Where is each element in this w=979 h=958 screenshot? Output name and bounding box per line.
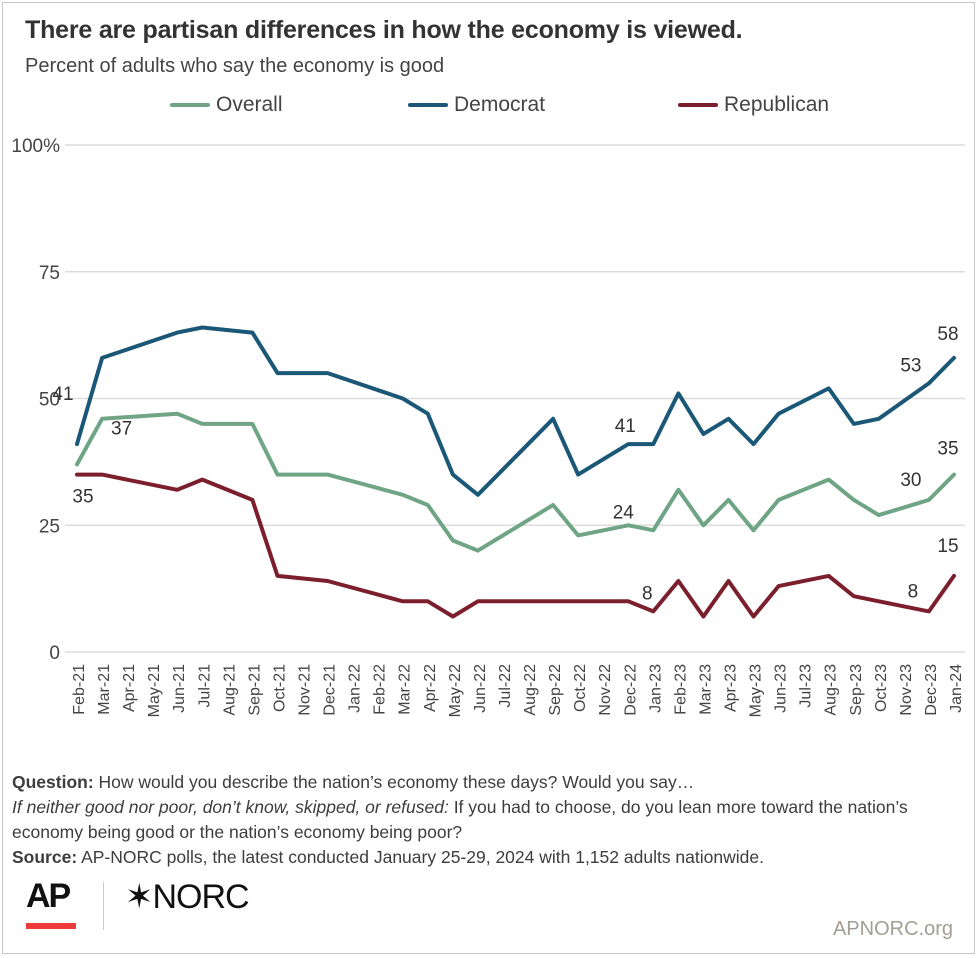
ap-logo-bar — [26, 923, 76, 929]
x-tick-label: Apr-21 — [121, 664, 138, 712]
norc-logo-text: NORC — [152, 878, 250, 916]
y-tick-label: 0 — [49, 643, 60, 664]
y-tick-label: 25 — [39, 516, 60, 537]
x-tick-label: Jun-21 — [171, 664, 188, 713]
x-tick-label: Aug-22 — [522, 664, 539, 716]
x-tick-label: Oct-23 — [873, 664, 890, 712]
legend-swatch-overall — [170, 103, 210, 107]
data-label-republican: 8 — [908, 581, 919, 602]
data-label-republican: 15 — [937, 536, 958, 557]
x-tick-label: Nov-21 — [297, 664, 314, 716]
data-label-republican: 8 — [642, 583, 653, 604]
x-tick-label: Jul-22 — [497, 664, 514, 708]
source-label: Source: — [12, 847, 78, 867]
x-tick-label: Oct-22 — [572, 664, 589, 712]
series-line-democrat — [75, 325, 956, 497]
followup-note: If neither good nor poor, don’t know, sk… — [12, 795, 962, 845]
norc-logo: ✶NORC — [125, 877, 250, 917]
y-tick-label: 100% — [11, 136, 60, 157]
line-chart: 0 25 50 75 100% Feb-21 Mar-21 Apr-21 May-21 Jun-2… — [11, 136, 965, 717]
x-tick-label: May-21 — [146, 664, 163, 717]
data-label-democrat: 41 — [52, 384, 73, 405]
x-tick-label: Jan-24 — [948, 664, 965, 713]
legend-item-overall: Overall — [170, 93, 283, 117]
x-tick-label: Mar-23 — [697, 664, 714, 715]
chart-notes: Question: How would you describe the nat… — [12, 770, 962, 870]
x-tick-label: Mar-21 — [96, 664, 113, 715]
x-tick-label: Dec-23 — [923, 664, 940, 716]
legend-label-republican: Republican — [724, 93, 830, 116]
x-tick-label: Sep-22 — [547, 664, 564, 716]
x-tick-label: Oct-21 — [271, 664, 288, 712]
x-tick-label: Nov-22 — [597, 664, 614, 716]
x-tick-label: May-22 — [447, 664, 464, 717]
x-tick-label: Jun-23 — [773, 664, 790, 713]
norc-star-icon: ✶ — [125, 878, 153, 916]
data-label-democrat: 53 — [900, 355, 921, 376]
x-tick-label: Feb-22 — [372, 664, 389, 715]
x-tick-label: Sep-21 — [246, 664, 263, 716]
x-tick-label: Jul-21 — [196, 664, 213, 708]
followup-text: If you had to choose, do you lean more t… — [12, 797, 908, 842]
legend-item-republican: Republican — [678, 93, 829, 117]
x-tick-label: Feb-23 — [672, 664, 689, 715]
chart-subtitle: Percent of adults who say the economy is… — [25, 55, 445, 77]
series-line-republican — [75, 472, 956, 619]
data-label-democrat: 58 — [937, 324, 958, 345]
x-tick-label: Sep-23 — [848, 664, 865, 716]
legend-swatch-democrat — [408, 103, 448, 107]
chart-title: There are partisan differences in how th… — [25, 16, 743, 44]
x-tick-label: Aug-21 — [221, 664, 238, 716]
x-tick-label: Jan-22 — [347, 664, 364, 713]
data-label-overall: 24 — [613, 502, 635, 523]
x-tick-label: Jul-23 — [798, 664, 815, 708]
question-label: Question: — [12, 772, 94, 792]
legend-item-democrat: Democrat — [408, 93, 545, 117]
data-label-overall: 30 — [900, 470, 921, 491]
x-tick-label: Apr-22 — [422, 664, 439, 712]
x-tick-label: Dec-22 — [622, 664, 639, 716]
legend-label-democrat: Democrat — [454, 93, 546, 116]
x-tick-label: Jan-23 — [647, 664, 664, 713]
x-tick-label: Apr-23 — [722, 664, 739, 712]
apnorc-url: APNORC.org — [832, 918, 953, 940]
y-tick-label: 75 — [39, 263, 60, 284]
logo-divider — [103, 882, 104, 930]
data-label-overall: 37 — [111, 418, 132, 439]
x-tick-label: Nov-23 — [898, 664, 915, 716]
x-tick-label: Aug-23 — [823, 664, 840, 716]
data-label-democrat: 41 — [615, 416, 636, 437]
data-label-overall: 35 — [937, 439, 958, 460]
legend-label-overall: Overall — [216, 93, 283, 116]
data-label-republican: 35 — [72, 487, 93, 508]
y-tick-label: 50 — [39, 390, 60, 411]
legend-swatch-republican — [678, 103, 718, 107]
x-tick-label: Dec-21 — [322, 664, 339, 716]
x-tick-label: Mar-22 — [397, 664, 414, 715]
x-tick-label: Feb-21 — [71, 664, 88, 715]
ap-logo: AP — [26, 877, 71, 915]
source-text: AP-NORC polls, the latest conducted Janu… — [81, 847, 764, 867]
source-note: Source: AP-NORC polls, the latest conduc… — [12, 845, 962, 870]
x-tick-label: Jun-22 — [472, 664, 489, 713]
question-note: Question: How would you describe the nat… — [12, 770, 962, 795]
x-tick-label: May-23 — [748, 664, 765, 717]
followup-label: If neither good nor poor, don’t know, sk… — [12, 797, 449, 817]
question-text: How would you describe the nation’s econ… — [98, 772, 695, 792]
